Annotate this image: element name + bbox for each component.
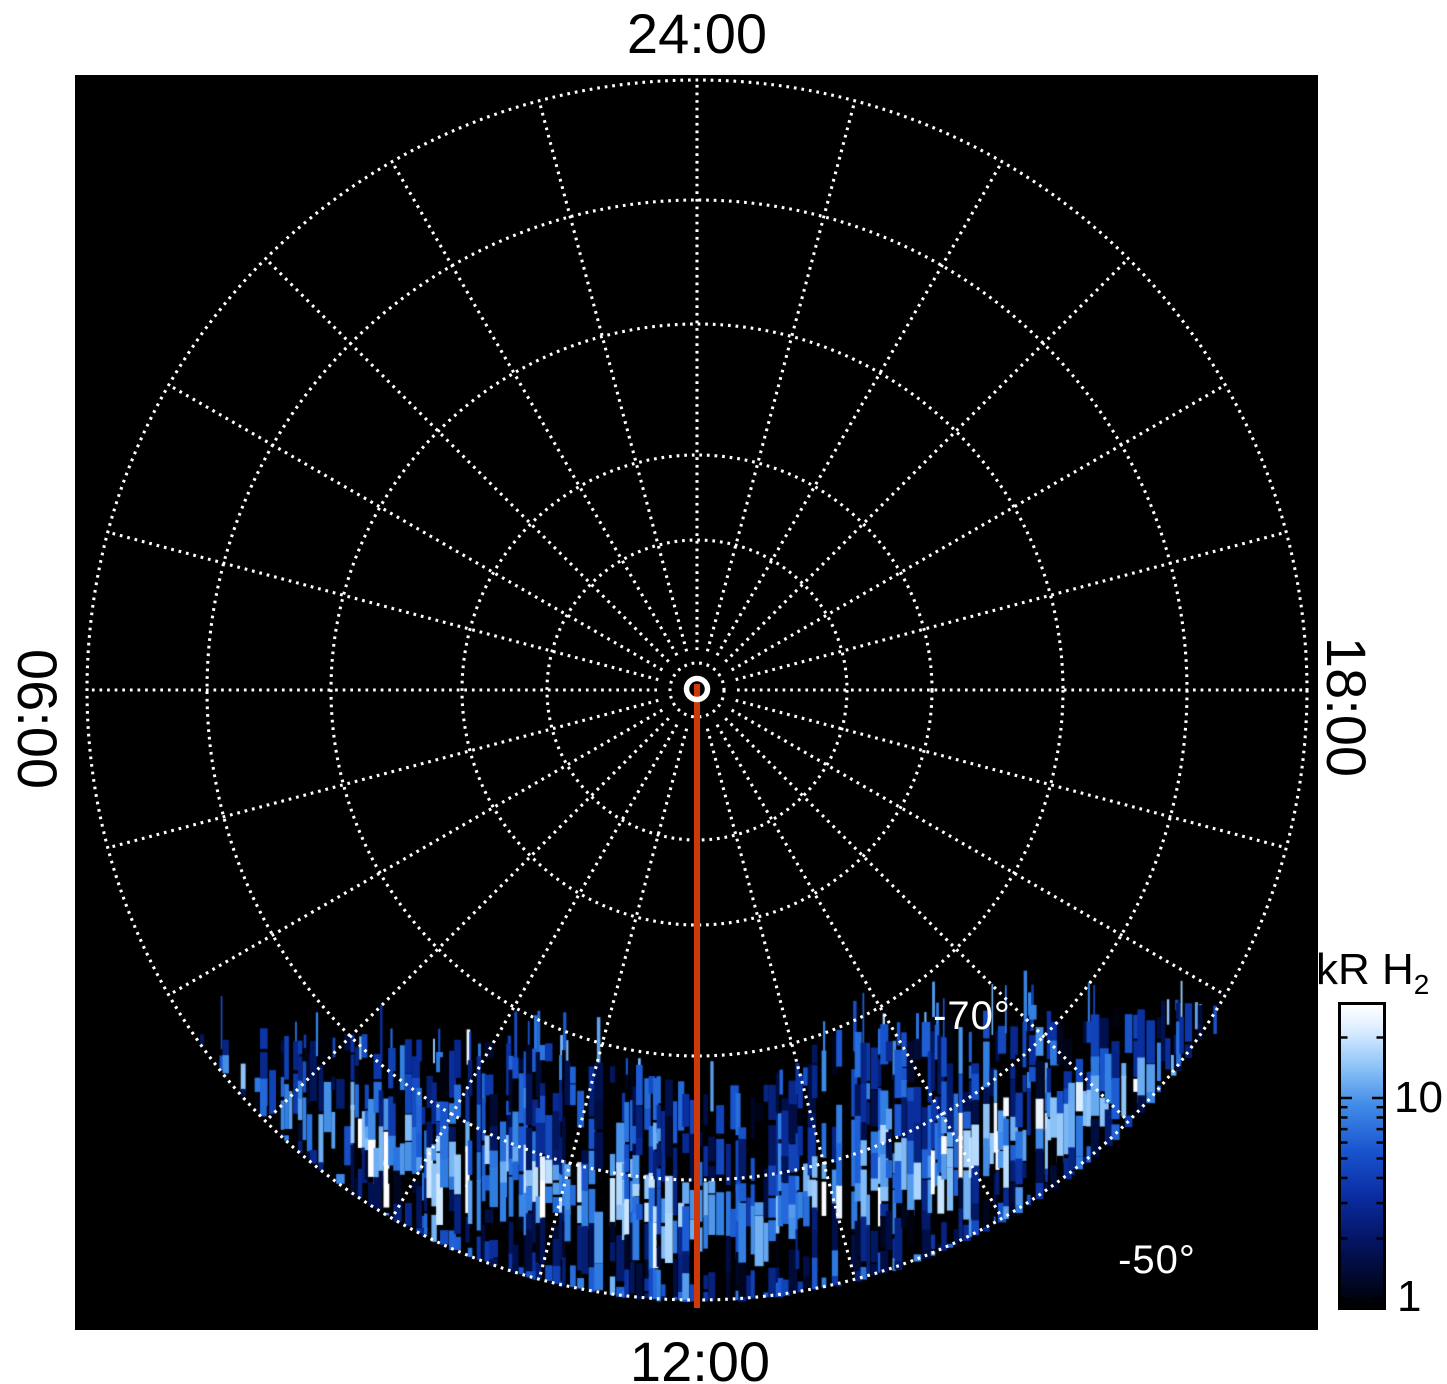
grid-spoke bbox=[735, 531, 1285, 682]
grid-spoke bbox=[715, 162, 1003, 657]
latitude-label-minus70: -70° bbox=[933, 994, 1011, 1038]
grid-spoke bbox=[730, 384, 1225, 672]
grid-spoke bbox=[724, 258, 1129, 663]
hour-label-1200: 12:00 bbox=[629, 1330, 771, 1384]
colorbar-tick-label-10: 10 bbox=[1394, 1073, 1443, 1122]
grid-spoke bbox=[265, 258, 670, 663]
grid-spoke bbox=[109, 698, 659, 849]
colorbar-title-subscript: 2 bbox=[1413, 968, 1430, 1000]
hour-label-1800: 18:00 bbox=[1315, 636, 1378, 778]
polar-grid-svg bbox=[85, 78, 1309, 1308]
grid-spoke bbox=[391, 723, 679, 1218]
grid-spoke bbox=[538, 102, 689, 652]
hour-label-0600: 06:00 bbox=[6, 648, 69, 790]
grid-spoke bbox=[265, 717, 670, 1122]
colorbar-title-text: kR H bbox=[1316, 945, 1414, 994]
grid-circle bbox=[545, 538, 849, 842]
polar-plot-area: -70° -50° bbox=[75, 75, 1318, 1330]
colorbar-gradient bbox=[1341, 1005, 1383, 1307]
grid-spoke bbox=[391, 162, 679, 657]
pole-center-ring bbox=[683, 675, 711, 703]
colorbar-ticks bbox=[1341, 1036, 1383, 1301]
grid-spoke bbox=[715, 723, 1003, 1218]
grid-circle bbox=[460, 453, 934, 927]
grid-spoke bbox=[735, 698, 1285, 849]
grid-spoke bbox=[705, 102, 856, 652]
grid-spoke bbox=[169, 384, 664, 672]
grid-spoke bbox=[724, 717, 1129, 1122]
grid-circle bbox=[329, 322, 1065, 1058]
colorbar-tick-label-1: 1 bbox=[1397, 1272, 1422, 1321]
colorbar-title: kR H2 bbox=[1316, 948, 1429, 999]
grid-circle bbox=[668, 661, 726, 719]
grid-spoke bbox=[705, 728, 856, 1278]
grid-spoke bbox=[169, 708, 664, 996]
latitude-label-minus50: -50° bbox=[1118, 1238, 1196, 1282]
hour-label-2400: 24:00 bbox=[626, 2, 768, 65]
colorbar bbox=[1338, 1002, 1386, 1310]
grid-spoke bbox=[109, 531, 659, 682]
grid-spoke bbox=[730, 708, 1225, 996]
grid-spoke bbox=[538, 728, 689, 1278]
